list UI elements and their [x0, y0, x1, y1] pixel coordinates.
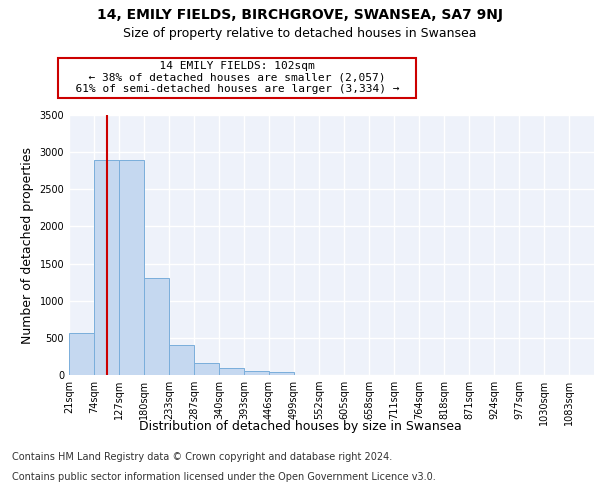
Text: Distribution of detached houses by size in Swansea: Distribution of detached houses by size … [139, 420, 461, 433]
Bar [94, 160, 119, 375]
Text: 14, EMILY FIELDS, BIRCHGROVE, SWANSEA, SA7 9NJ: 14, EMILY FIELDS, BIRCHGROVE, SWANSEA, S… [97, 8, 503, 22]
Bar [219, 368, 244, 375]
Text: Contains HM Land Registry data © Crown copyright and database right 2024.: Contains HM Land Registry data © Crown c… [12, 452, 392, 462]
Bar [119, 160, 144, 375]
Bar [244, 371, 269, 375]
Bar [144, 278, 169, 375]
Y-axis label: Number of detached properties: Number of detached properties [21, 146, 34, 344]
Text: 14 EMILY FIELDS: 102sqm  
  ← 38% of detached houses are smaller (2,057)  
  61%: 14 EMILY FIELDS: 102sqm ← 38% of detache… [62, 61, 413, 94]
Text: Contains public sector information licensed under the Open Government Licence v3: Contains public sector information licen… [12, 472, 436, 482]
Bar [269, 372, 294, 375]
Bar [69, 332, 94, 375]
Text: Size of property relative to detached houses in Swansea: Size of property relative to detached ho… [123, 28, 477, 40]
Bar [194, 364, 219, 375]
Bar [169, 346, 194, 375]
